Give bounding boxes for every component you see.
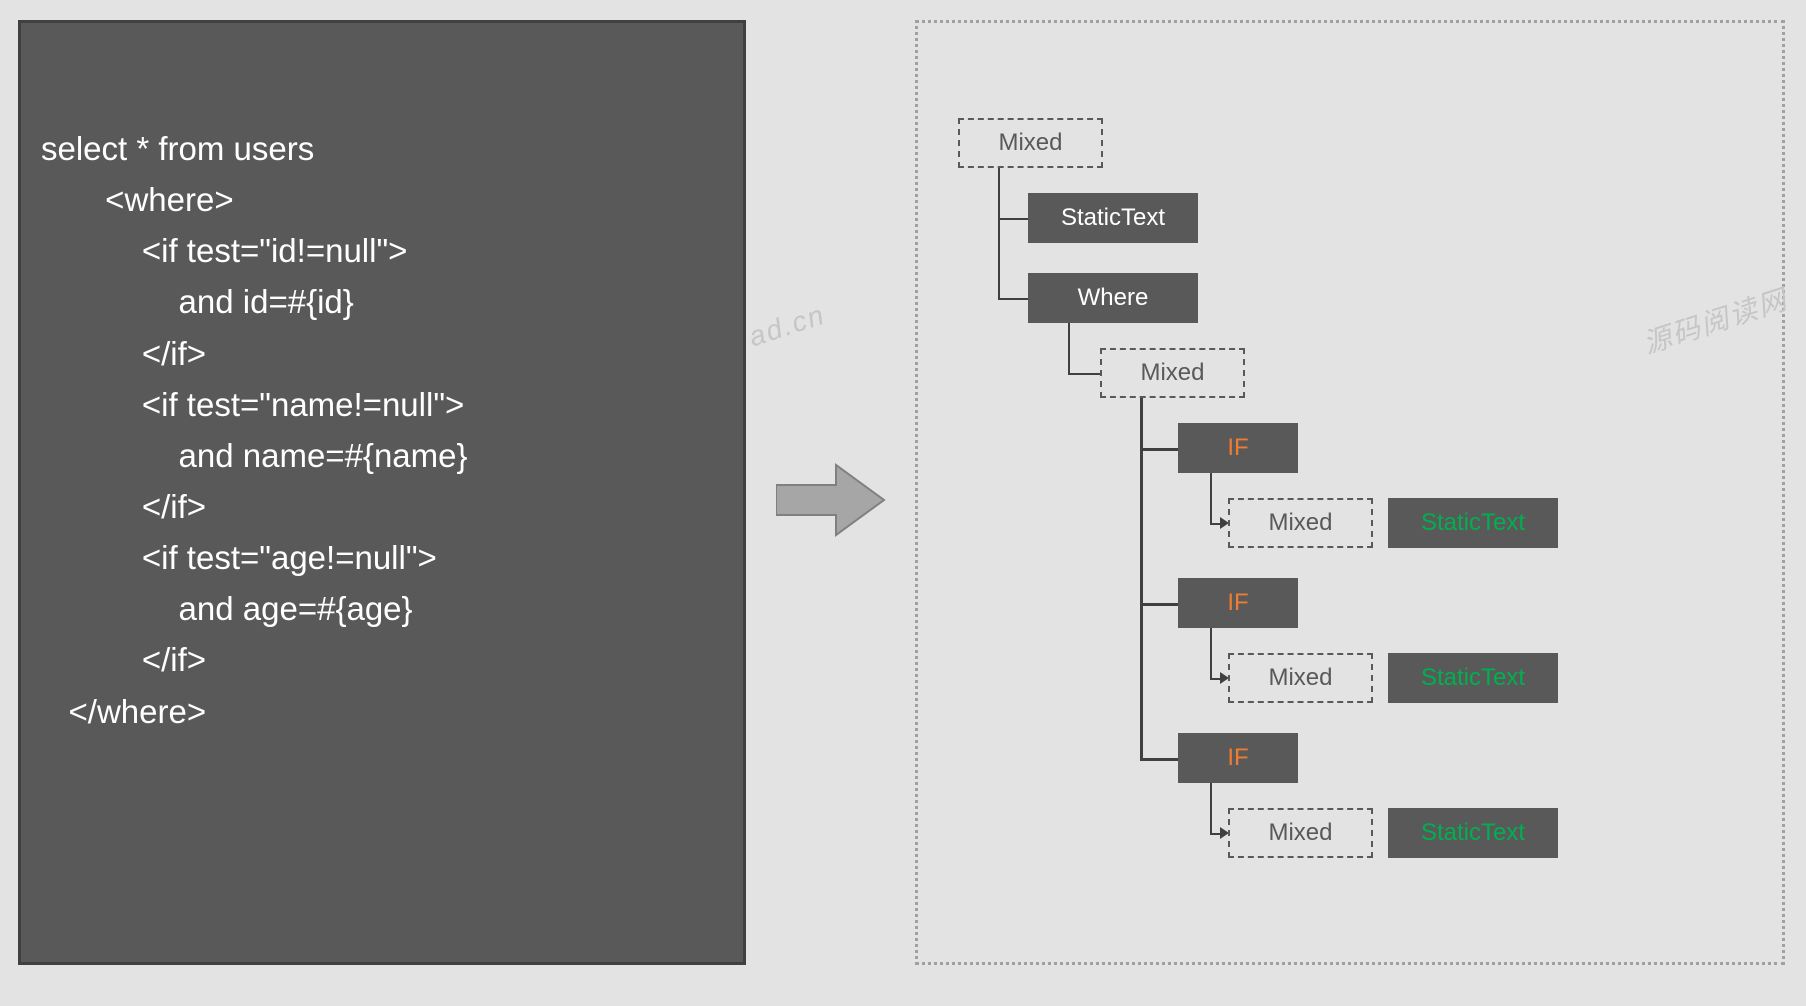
connector (998, 218, 1028, 220)
code-line-8: <if test="age!=null"> (41, 539, 437, 576)
node-if-3: IF (1178, 733, 1298, 783)
transform-arrow-icon (776, 460, 886, 540)
node-statictext-if3: StaticText (1388, 808, 1558, 858)
node-root-mixed: Mixed (958, 118, 1103, 168)
code-block: select * from users <where> <if test="id… (41, 123, 723, 737)
node-if-3-label: IF (1227, 744, 1248, 772)
connector (1210, 473, 1212, 523)
connector (1140, 398, 1143, 758)
connector (1210, 783, 1212, 833)
code-line-9: and age=#{age} (41, 590, 413, 627)
connector (998, 168, 1000, 298)
code-panel: select * from users <where> <if test="id… (18, 20, 746, 965)
connector (1140, 758, 1178, 761)
connector (1140, 448, 1178, 451)
code-line-10: </if> (41, 641, 206, 678)
node-mixed-if1: Mixed (1228, 498, 1373, 548)
node-mixed-if3: Mixed (1228, 808, 1373, 858)
node-mixed-if2: Mixed (1228, 653, 1373, 703)
code-line-7: </if> (41, 488, 206, 525)
code-line-6: and name=#{name} (41, 437, 468, 474)
node-mixed-2: Mixed (1100, 348, 1245, 398)
connector (1210, 628, 1212, 678)
code-line-1: <where> (41, 181, 234, 218)
node-if-1: IF (1178, 423, 1298, 473)
code-line-11: </where> (41, 693, 206, 730)
node-if-2: IF (1178, 578, 1298, 628)
node-statictext-if2-label: StaticText (1421, 664, 1525, 692)
tree-panel: Mixed StaticText Where Mixed IF Mixed St… (915, 20, 1785, 965)
node-statictext-if1-label: StaticText (1421, 509, 1525, 537)
node-statictext-if1: StaticText (1388, 498, 1558, 548)
connector (1140, 603, 1178, 606)
node-if-1-label: IF (1227, 434, 1248, 462)
watermark-1: ad.cn (745, 299, 830, 354)
code-line-3: and id=#{id} (41, 283, 354, 320)
connector (1068, 323, 1070, 373)
code-line-5: <if test="name!=null"> (41, 386, 464, 423)
connector (1068, 373, 1100, 375)
node-statictext-if3-label: StaticText (1421, 819, 1525, 847)
node-where: Where (1028, 273, 1198, 323)
code-line-2: <if test="id!=null"> (41, 232, 407, 269)
code-line-0: select * from users (41, 130, 314, 167)
node-statictext-root: StaticText (1028, 193, 1198, 243)
node-statictext-if2: StaticText (1388, 653, 1558, 703)
node-if-2-label: IF (1227, 589, 1248, 617)
code-line-4: </if> (41, 335, 206, 372)
connector (998, 298, 1028, 300)
